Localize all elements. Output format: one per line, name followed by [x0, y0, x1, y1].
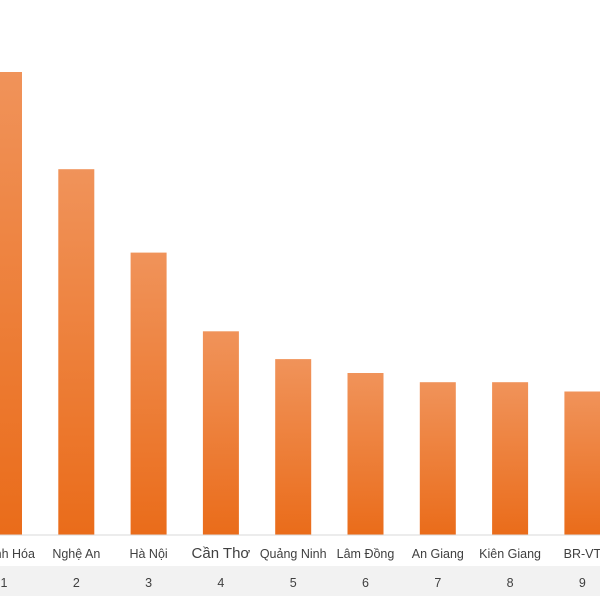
rank-labels: 1 2 3 4 5 6 7 8 9: [1, 576, 586, 590]
rank-label: 4: [217, 576, 224, 590]
bar: [0, 72, 22, 535]
bars-group: [0, 72, 600, 535]
bar: [419, 382, 456, 535]
rank-label: 3: [145, 576, 152, 590]
category-labels: Thanh Hóa Nghệ An Hà Nội Cần Thơ Quảng Ninh L…: [0, 545, 600, 562]
category-label: Lâm Đồng: [337, 547, 395, 561]
category-label: Hà Nội: [129, 547, 167, 561]
category-label: Kiên Giang: [479, 547, 541, 561]
rank-label: 1: [1, 576, 8, 590]
bar: [275, 359, 312, 535]
category-label: An Giang: [412, 547, 464, 561]
rank-label: 8: [507, 576, 514, 590]
rank-band: [0, 566, 600, 596]
bar: [202, 331, 239, 535]
rank-label: 9: [579, 576, 586, 590]
rank-label: 6: [362, 576, 369, 590]
category-label: Cần Thơ: [192, 545, 251, 562]
bar: [58, 169, 95, 535]
category-label: BR-VT: [564, 547, 600, 561]
rank-label: 2: [73, 576, 80, 590]
bar: [564, 391, 600, 535]
category-label: Thanh Hóa: [0, 547, 35, 561]
rank-label: 7: [434, 576, 441, 590]
bar: [347, 373, 384, 535]
category-label: Quảng Ninh: [260, 547, 327, 561]
bar: [130, 252, 167, 535]
category-label: Nghệ An: [52, 547, 100, 561]
bar: [492, 382, 529, 535]
rank-label: 5: [290, 576, 297, 590]
